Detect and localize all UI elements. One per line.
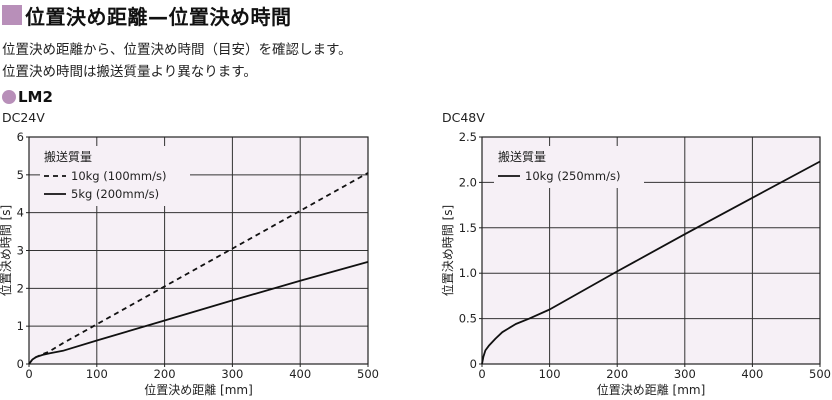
page-title-row: 位置決め距離—位置決め時間 — [2, 2, 292, 29]
y-axis-label: 位置決め時間 [s] — [440, 205, 455, 296]
subheading-row: LM2 — [2, 88, 53, 106]
legend-title: 搬送質量 — [44, 149, 92, 164]
x-tick-label: 100 — [86, 367, 108, 381]
page-title: 位置決め距離—位置決め時間 — [25, 4, 292, 29]
plot-frame — [481, 136, 821, 365]
y-tick-label: 1.0 — [459, 266, 477, 280]
x-tick-label: 0 — [478, 367, 485, 381]
x-tick-label: 400 — [289, 367, 311, 381]
y-tick-label: 4 — [17, 206, 24, 220]
x-tick-label: 300 — [221, 367, 243, 381]
legend-entry: 10kg (250mm/s) — [525, 169, 620, 183]
x-tick-label: 200 — [154, 367, 176, 381]
chart-1-title: DC24V — [2, 110, 45, 125]
subheading-dot-icon — [2, 90, 16, 104]
series-line — [481, 160, 821, 365]
x-tick-label: 0 — [25, 367, 32, 381]
description-line-2: 位置決め時間は搬送質量より異なります。 — [2, 64, 257, 80]
y-tick-label: 2 — [17, 281, 24, 295]
legend-title: 搬送質量 — [498, 149, 546, 164]
title-square-icon — [2, 5, 22, 25]
x-tick-label: 400 — [741, 367, 763, 381]
legend-background — [494, 146, 644, 188]
x-tick-label: 100 — [539, 367, 561, 381]
chart-2-title: DC48V — [442, 110, 485, 125]
y-tick-label: 5 — [17, 168, 24, 182]
legend-entry: 5kg (200mm/s) — [71, 187, 159, 201]
x-tick-label: 200 — [606, 367, 628, 381]
series-line — [28, 261, 369, 365]
x-axis-label: 位置決め距離 [mm] — [597, 382, 706, 397]
subheading: LM2 — [18, 88, 53, 106]
y-tick-label: 2.5 — [459, 130, 477, 144]
x-axis-label: 位置決め距離 [mm] — [144, 382, 253, 397]
y-tick-label: 6 — [17, 130, 24, 144]
legend-entry: 10kg (100mm/s) — [71, 169, 166, 183]
y-tick-label: 1 — [17, 319, 24, 333]
y-tick-label: 3 — [17, 244, 24, 258]
y-tick-label: 1.5 — [459, 221, 477, 235]
x-tick-label: 500 — [357, 367, 379, 381]
x-tick-label: 300 — [674, 367, 696, 381]
y-tick-label: 0.5 — [459, 312, 477, 326]
y-tick-label: 0 — [17, 357, 24, 371]
y-tick-label: 2.0 — [459, 175, 477, 189]
y-axis-label: 位置決め時間 [s] — [0, 205, 13, 296]
x-tick-label: 500 — [809, 367, 831, 381]
y-tick-label: 0 — [470, 357, 477, 371]
series-line — [28, 172, 369, 365]
description-line-1: 位置決め距離から、位置決め時間（目安）を確認します。 — [2, 42, 352, 58]
